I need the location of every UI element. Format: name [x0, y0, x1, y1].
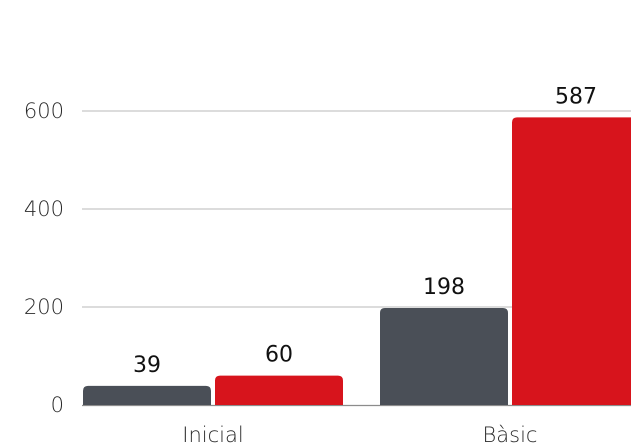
- bars: [83, 117, 631, 405]
- data-label: 60: [265, 343, 293, 368]
- bar-series-1-inicial: [83, 385, 211, 405]
- y-tick-label: 200: [24, 295, 64, 319]
- data-label: 39: [133, 353, 161, 378]
- x-category-label: Bàsic: [483, 423, 538, 444]
- y-axis-ticks: 0 200 400 600: [24, 99, 64, 417]
- y-tick-label: 400: [24, 197, 64, 221]
- bar-series-2-bàsic: [512, 117, 631, 405]
- data-label: 587: [555, 84, 597, 109]
- x-category-label: Inicial: [182, 423, 243, 444]
- bar-series-1-bàsic: [380, 307, 508, 405]
- bar-series-2-inicial: [215, 375, 343, 405]
- data-label: 198: [423, 275, 465, 300]
- y-tick-label: 0: [51, 393, 64, 417]
- x-axis-categories: Inicial Bàsic: [182, 423, 537, 444]
- data-labels: 39 198 60 587: [133, 84, 597, 378]
- y-tick-label: 600: [24, 99, 64, 123]
